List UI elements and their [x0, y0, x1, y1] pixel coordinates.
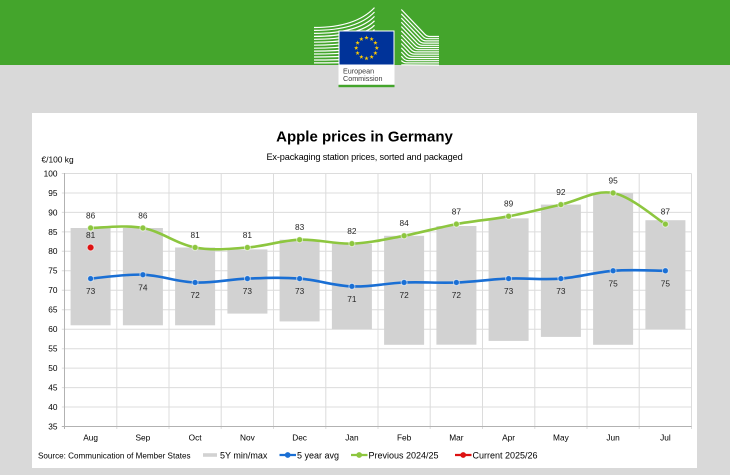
svg-text:73: 73 — [86, 286, 96, 296]
svg-text:81: 81 — [190, 230, 200, 240]
svg-text:European: European — [343, 66, 374, 75]
svg-text:Sep: Sep — [136, 433, 151, 443]
svg-text:50: 50 — [48, 363, 58, 373]
svg-text:Oct: Oct — [189, 433, 203, 443]
svg-text:40: 40 — [48, 402, 58, 412]
svg-text:83: 83 — [295, 222, 305, 232]
svg-text:65: 65 — [48, 305, 58, 315]
svg-text:Aug: Aug — [83, 433, 98, 443]
svg-text:Dec: Dec — [292, 433, 307, 443]
svg-text:Feb: Feb — [397, 433, 412, 443]
svg-text:75: 75 — [661, 278, 671, 288]
svg-text:Previous 2024/25: Previous 2024/25 — [369, 450, 439, 460]
svg-text:85: 85 — [48, 227, 58, 237]
svg-text:89: 89 — [504, 199, 514, 209]
svg-text:87: 87 — [661, 207, 671, 217]
svg-text:Nov: Nov — [240, 433, 256, 443]
svg-text:73: 73 — [295, 286, 305, 296]
svg-text:75: 75 — [608, 278, 618, 288]
svg-text:81: 81 — [243, 230, 253, 240]
svg-text:80: 80 — [48, 246, 58, 256]
svg-text:72: 72 — [399, 290, 409, 300]
svg-text:Mar: Mar — [449, 433, 464, 443]
svg-text:Source: Communication of Memb: Source: Communication of Member States — [38, 451, 191, 460]
svg-text:74: 74 — [138, 282, 148, 292]
svg-text:May: May — [553, 433, 570, 443]
svg-text:55: 55 — [48, 344, 58, 354]
svg-text:72: 72 — [452, 290, 462, 300]
svg-text:Apr: Apr — [502, 433, 515, 443]
svg-text:Current 2025/26: Current 2025/26 — [473, 450, 538, 460]
svg-text:86: 86 — [138, 210, 148, 220]
svg-text:Apple prices in Germany: Apple prices in Germany — [276, 129, 453, 146]
svg-text:73: 73 — [504, 286, 514, 296]
svg-text:75: 75 — [48, 266, 58, 276]
svg-text:82: 82 — [347, 226, 357, 236]
svg-text:81: 81 — [86, 230, 96, 240]
svg-text:45: 45 — [48, 383, 58, 393]
svg-text:100: 100 — [44, 168, 58, 178]
svg-text:€/100 kg: €/100 kg — [42, 155, 74, 165]
svg-text:71: 71 — [347, 294, 357, 304]
svg-text:86: 86 — [86, 210, 96, 220]
svg-text:84: 84 — [399, 218, 409, 228]
svg-text:Jul: Jul — [660, 433, 671, 443]
svg-text:73: 73 — [556, 286, 566, 296]
svg-text:95: 95 — [608, 175, 618, 185]
svg-text:Ex-packaging station prices, s: Ex-packaging station prices, sorted and … — [266, 152, 462, 162]
svg-text:Jun: Jun — [606, 433, 620, 443]
svg-text:90: 90 — [48, 207, 58, 217]
svg-text:95: 95 — [48, 188, 58, 198]
svg-text:Jan: Jan — [345, 433, 359, 443]
svg-text:35: 35 — [48, 421, 58, 431]
svg-text:60: 60 — [48, 324, 58, 334]
svg-text:73: 73 — [243, 286, 253, 296]
svg-text:87: 87 — [452, 207, 462, 217]
svg-text:Commission: Commission — [343, 74, 383, 83]
svg-text:72: 72 — [190, 290, 200, 300]
svg-text:92: 92 — [556, 187, 566, 197]
svg-text:70: 70 — [48, 285, 58, 295]
svg-text:5Y min/max: 5Y min/max — [220, 450, 268, 460]
svg-text:5 year avg: 5 year avg — [297, 450, 339, 460]
